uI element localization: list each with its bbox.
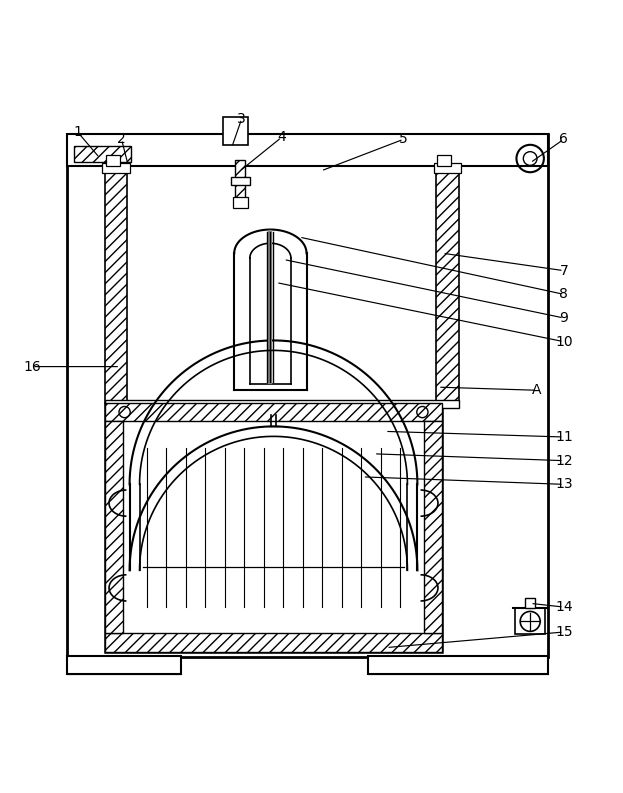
Bar xyxy=(74,146,131,163)
Text: 12: 12 xyxy=(555,454,573,468)
Bar xyxy=(105,166,127,403)
Bar xyxy=(515,607,545,634)
Bar xyxy=(105,421,123,634)
Text: 9: 9 xyxy=(559,311,568,325)
Text: 15: 15 xyxy=(555,625,573,639)
Bar xyxy=(525,598,535,607)
Text: 1: 1 xyxy=(74,125,82,140)
Bar xyxy=(105,634,442,652)
Text: 4: 4 xyxy=(277,130,286,144)
Text: A: A xyxy=(532,383,542,397)
Bar xyxy=(106,155,120,166)
Bar xyxy=(105,403,442,652)
Bar xyxy=(102,163,130,174)
Text: 7: 7 xyxy=(559,263,568,278)
Text: 14: 14 xyxy=(555,600,573,614)
Bar xyxy=(231,177,250,185)
Bar xyxy=(434,163,461,174)
Text: 3: 3 xyxy=(237,112,246,125)
Bar xyxy=(235,159,245,198)
Bar xyxy=(223,117,248,145)
Text: 5: 5 xyxy=(399,132,408,146)
Text: 10: 10 xyxy=(555,335,573,349)
Text: 2: 2 xyxy=(117,132,126,146)
Bar xyxy=(436,166,459,403)
Bar xyxy=(67,133,548,657)
Text: 6: 6 xyxy=(559,132,568,146)
Bar xyxy=(368,656,548,674)
Text: 13: 13 xyxy=(555,477,573,492)
Bar xyxy=(233,197,248,208)
Text: 16: 16 xyxy=(24,359,41,374)
Bar xyxy=(437,155,451,166)
Bar xyxy=(67,133,548,166)
Bar xyxy=(424,421,442,634)
Text: 11: 11 xyxy=(555,430,573,444)
Bar xyxy=(105,400,459,408)
Text: 8: 8 xyxy=(559,287,568,301)
Bar xyxy=(67,656,181,674)
Bar xyxy=(105,403,442,421)
